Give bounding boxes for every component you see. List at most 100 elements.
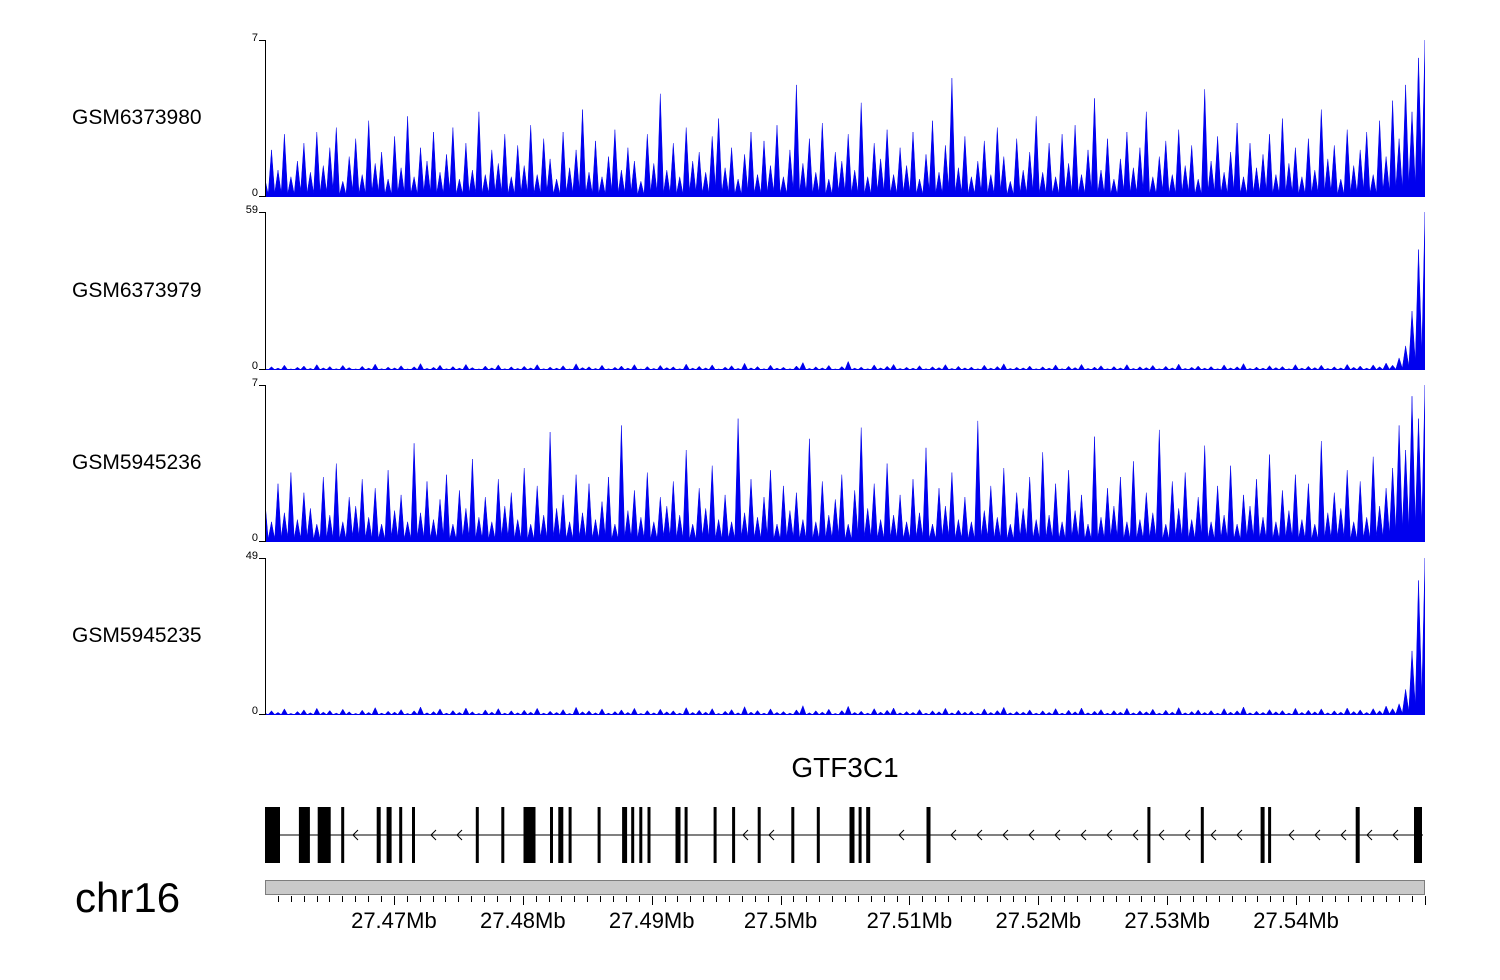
axis-tick [1270, 896, 1272, 902]
exon-block [341, 807, 345, 863]
exon-block [757, 807, 761, 863]
exon-block [399, 807, 403, 863]
axis-tick [625, 896, 627, 902]
axis-tick [1244, 896, 1246, 902]
axis-tick [522, 896, 524, 905]
exon-block [317, 807, 331, 863]
strand-arrow-left-icon [1002, 829, 1009, 841]
axis-tick [368, 896, 370, 902]
coverage-track-gsm5945235 [265, 558, 1425, 715]
coverage-area [265, 212, 1425, 370]
axis-tick [1167, 896, 1169, 905]
axis-tick [1283, 896, 1285, 902]
strand-arrow-left-icon [456, 829, 463, 841]
axis-tick [1077, 896, 1078, 902]
y-axis-max-label: 49 [245, 550, 258, 562]
axis-tick [1180, 896, 1182, 902]
axis-tick [1128, 896, 1130, 902]
exon-block [298, 807, 310, 863]
axis-tick [870, 896, 872, 902]
strand-arrow-left-icon [1314, 829, 1321, 841]
coverage-area [265, 385, 1425, 542]
axis-tick [458, 896, 460, 902]
gene-name: GTF3C1 [791, 752, 899, 783]
axis-tick [1141, 896, 1143, 902]
exon-block [265, 807, 280, 863]
exon-block [732, 807, 736, 863]
strand-arrow-left-icon [1340, 829, 1347, 841]
axis-tick [484, 896, 486, 902]
axis-tick [1257, 896, 1259, 902]
strand-arrow-left-icon [1210, 829, 1217, 841]
track-label-gsm6373980: GSM6373980 [72, 106, 202, 129]
axis-tick-label: 27.51Mb [866, 908, 953, 933]
y-axis-zero-label: 0 [251, 360, 258, 372]
axis-tick-label: 27.47Mb [351, 908, 437, 933]
axis-tick [509, 896, 511, 902]
axis-tick [1296, 896, 1298, 905]
strand-arrow-left-icon [1236, 829, 1243, 841]
axis-tick [303, 896, 305, 902]
y-axis-tick [259, 196, 265, 197]
axis-tick [497, 896, 498, 902]
axis-tick [1038, 896, 1040, 905]
axis-tick [806, 896, 808, 902]
y-axis-tick [259, 558, 265, 559]
exon-block [550, 807, 553, 863]
axis-tick [729, 896, 730, 902]
exon-block [568, 807, 572, 863]
exon-block [523, 807, 536, 863]
coverage-track-gsm5945236 [265, 385, 1425, 542]
axis-tick [329, 896, 331, 902]
axis-tick [574, 896, 576, 902]
axis-tick-label: 27.53Mb [1124, 908, 1210, 933]
y-axis-tick [259, 40, 265, 41]
strand-arrow-left-icon [1054, 829, 1061, 841]
strand-arrow-left-icon [1106, 829, 1113, 841]
axis-tick [845, 896, 846, 902]
axis-tick [1321, 896, 1323, 902]
axis-tick [819, 896, 821, 902]
axis-tick [432, 896, 434, 902]
axis-tick [1115, 896, 1117, 902]
axis-tick [767, 896, 769, 902]
coverage-track-gsm6373979 [265, 212, 1425, 370]
axis-tick [999, 896, 1001, 902]
strand-arrow-left-icon [768, 829, 775, 841]
exon-block [858, 807, 862, 863]
axis-tick [277, 896, 279, 902]
exon-block [1414, 807, 1422, 863]
axis-tick [896, 896, 898, 902]
axis-tick [651, 896, 653, 905]
exon-block [1147, 807, 1151, 863]
exon-block [684, 807, 688, 863]
axis-tick [1064, 896, 1066, 902]
axis-tick [419, 896, 421, 902]
exon-block [1355, 807, 1360, 863]
axis-tick [690, 896, 692, 902]
axis-tick-label: 27.49Mb [608, 908, 695, 933]
axis-tick [948, 896, 950, 902]
chromosome-bar [265, 880, 1425, 895]
axis-tick [1425, 896, 1426, 905]
axis-tick [754, 896, 756, 902]
y-axis-tick [259, 385, 265, 386]
axis-tick [1051, 896, 1053, 902]
exon-block [926, 807, 931, 863]
axis-tick [381, 896, 382, 902]
axis-tick [1012, 896, 1014, 902]
axis-tick [703, 896, 705, 902]
axis-tick [741, 896, 743, 902]
y-axis-tick [259, 714, 265, 715]
exon-block [386, 807, 392, 863]
axis-tick [406, 896, 408, 902]
axis-tick [883, 896, 885, 902]
exon-block [791, 807, 795, 863]
exon-block [713, 807, 717, 863]
y-axis-tick [259, 369, 265, 370]
coverage-area [265, 558, 1425, 715]
exon-block [376, 807, 381, 863]
strand-arrow-left-icon [1184, 829, 1191, 841]
axis-tick [1193, 896, 1194, 902]
axis-tick [1347, 896, 1349, 902]
